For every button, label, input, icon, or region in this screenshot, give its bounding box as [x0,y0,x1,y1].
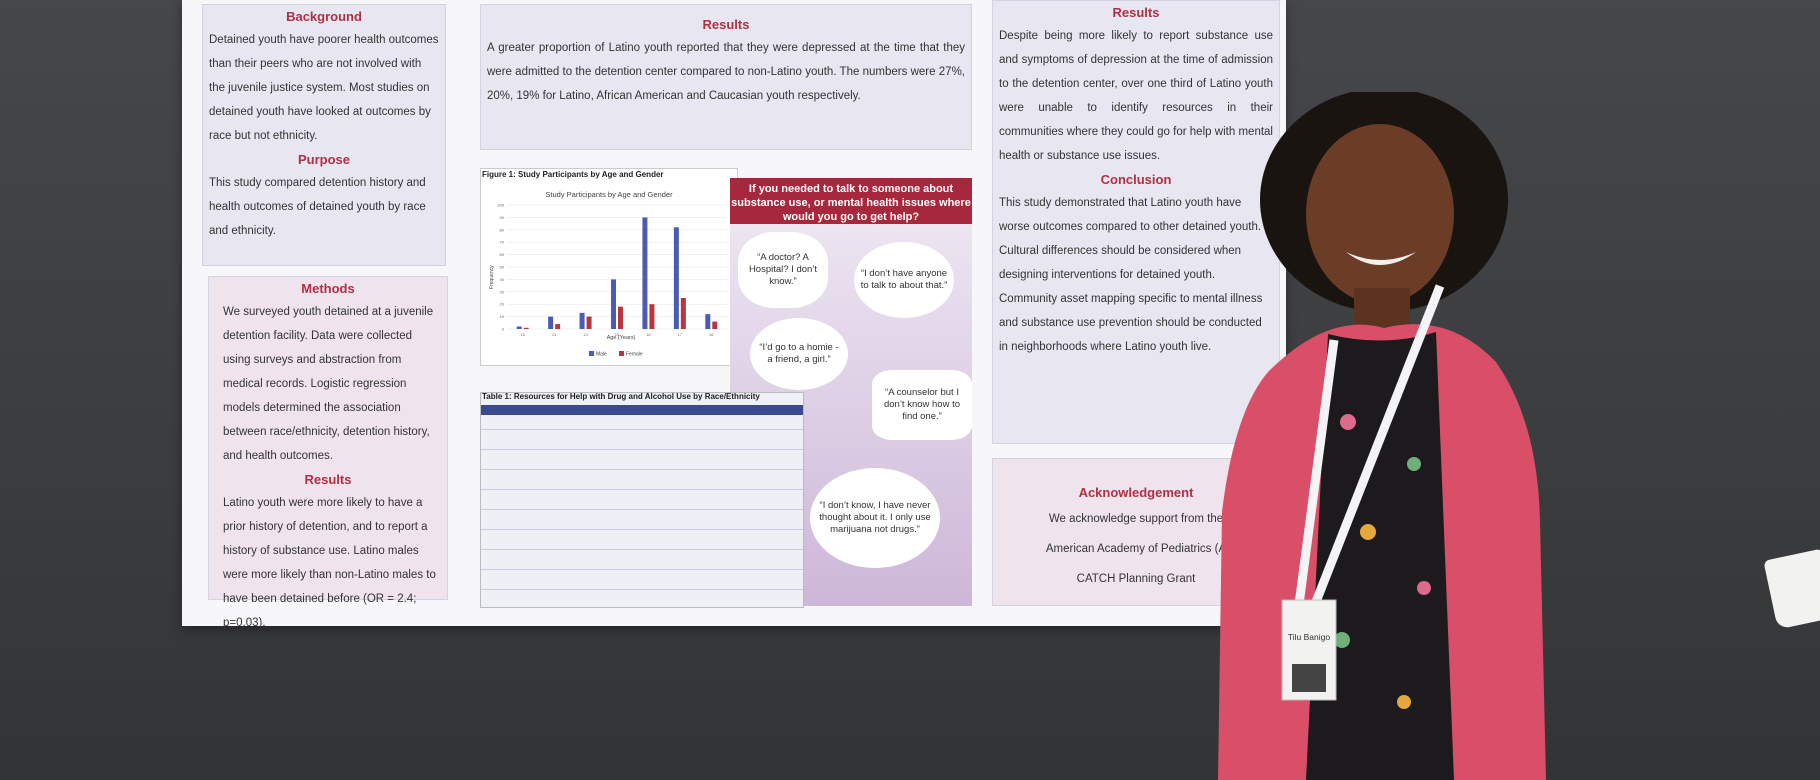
ack-line-1: We acknowledge support from the [1048,513,1224,525]
bar-male-16 [642,217,648,329]
bar-chart: Study Participants by Age and Gender Fre… [489,190,727,358]
research-poster: Background Detained youth have poorer he… [182,0,1286,629]
legend-male-label: Male [596,352,607,358]
bar-female-14 [586,316,592,329]
table-rule [481,469,803,470]
quote-bubble-3: “I’d go to a homie - a friend, a girl.” [750,318,848,390]
y-tick-label: 0 [502,327,505,332]
bar-male-18 [705,314,711,329]
face [1306,124,1454,304]
right-results-heading: Results [1112,5,1160,20]
ack-line-2: American Academy of Pediatrics (A [1045,543,1227,555]
y-tick-label: 30 [500,289,505,294]
y-tick-label: 70 [500,240,505,245]
left-results-heading: Results [304,472,352,487]
table-rule [481,489,803,490]
legend-female-swatch [619,351,624,356]
y-tick-label: 100 [497,203,504,208]
resources-table [480,392,804,608]
bar-female-17 [680,298,686,329]
x-tick-label: 14 [583,332,588,337]
y-tick-label: 90 [500,215,505,220]
y-tick-label: 60 [500,252,505,257]
middle-results-panel: Results A greater proportion of Latino y… [480,4,972,150]
question-banner: If you needed to talk to someone about s… [730,178,972,224]
methods-text: We surveyed youth detained at a juvenile… [223,306,434,462]
conclusion-text-2: Community asset mapping specific to ment… [999,293,1263,353]
bar-male-17 [673,227,679,329]
bar-female-15 [618,306,623,329]
table-rule [481,589,803,590]
bar-female-12 [523,327,529,329]
bar-female-18 [712,321,718,329]
x-tick-label: 13 [552,332,557,337]
y-tick-label: 20 [500,302,505,307]
purpose-heading: Purpose [297,152,350,167]
table-1-title: Table 1: Resources for Help with Drug an… [482,392,760,401]
badge-name: Tilu Banigo [1288,632,1330,642]
conclusion-heading: Conclusion [1100,172,1172,187]
lanyard-left [1293,339,1339,613]
x-tick-label: 18 [709,332,714,337]
table-rule [481,529,803,530]
methods-results-panel: Methods We surveyed youth detained at a … [208,276,448,629]
x-tick-label: 17 [678,332,683,337]
y-tick-label: 50 [500,265,505,270]
quote-bubble-4: “A counselor but I don’t know how to fin… [872,370,972,440]
quote-bubble-1: “A doctor? A Hospital? I don’t know.” [738,232,828,308]
background-text: Detained youth have poorer health outcom… [209,34,439,142]
chart-xlabel: Age (Years) [607,335,636,341]
y-tick-label: 10 [500,314,505,319]
ack-line-3: CATCH Planning Grant [1076,573,1196,585]
ack-heading: Acknowledgement [1078,485,1194,500]
bar-female-13 [555,324,561,329]
table-header-band [481,405,803,415]
middle-results-heading: Results [702,17,750,32]
bar-female-16 [649,304,655,329]
left-results-text: Latino youth were more likely to have a … [223,497,436,629]
middle-results-text: A greater proportion of Latino youth rep… [487,42,965,102]
y-tick-label: 40 [500,277,505,282]
quote-bubble-2: “I don’t have anyone to talk to about th… [854,242,954,318]
methods-heading: Methods [301,281,355,296]
quote-bubble-5: “I don’t know, I have never thought abou… [810,468,940,568]
table-rule [481,449,803,450]
figure-1-title: Figure 1: Study Participants by Age and … [482,170,664,179]
table-rule [481,549,803,550]
figure-1-chart: Study Participants by Age and Gender Fre… [480,168,738,366]
y-tick-label: 80 [500,227,505,232]
bar-male-12 [516,326,522,329]
x-tick-label: 15 [615,332,620,337]
legend-female-label: Female [626,352,643,358]
chart-title: Study Participants by Age and Gender [545,190,673,199]
background-panel: Background Detained youth have poorer he… [202,4,446,266]
table-rule [481,429,803,430]
bar-male-15 [611,279,616,329]
blouse-flowers [1334,414,1431,709]
legend-male-swatch [589,351,594,356]
right-results-text: Despite being more likely to report subs… [999,30,1273,162]
floral-blouse [1306,332,1454,780]
conclusion-text: This study demonstrated that Latino yout… [999,197,1262,281]
chart-ylabel: Frequency [489,265,495,289]
badge-qr-code [1292,664,1326,692]
background-heading: Background [286,9,362,24]
bar-male-14 [579,312,585,329]
table-rule [481,509,803,510]
presenter-person: Tilu Banigo [1218,92,1546,780]
table-rule [481,569,803,570]
smile [1346,252,1416,265]
right-results-panel: Results Despite being more likely to rep… [992,0,1280,444]
lanyard-right [1307,284,1445,614]
x-tick-label: 16 [646,332,651,337]
purpose-text: This study compared detention history an… [209,177,426,237]
x-tick-label: 12 [520,332,525,337]
bar-male-13 [548,316,554,329]
